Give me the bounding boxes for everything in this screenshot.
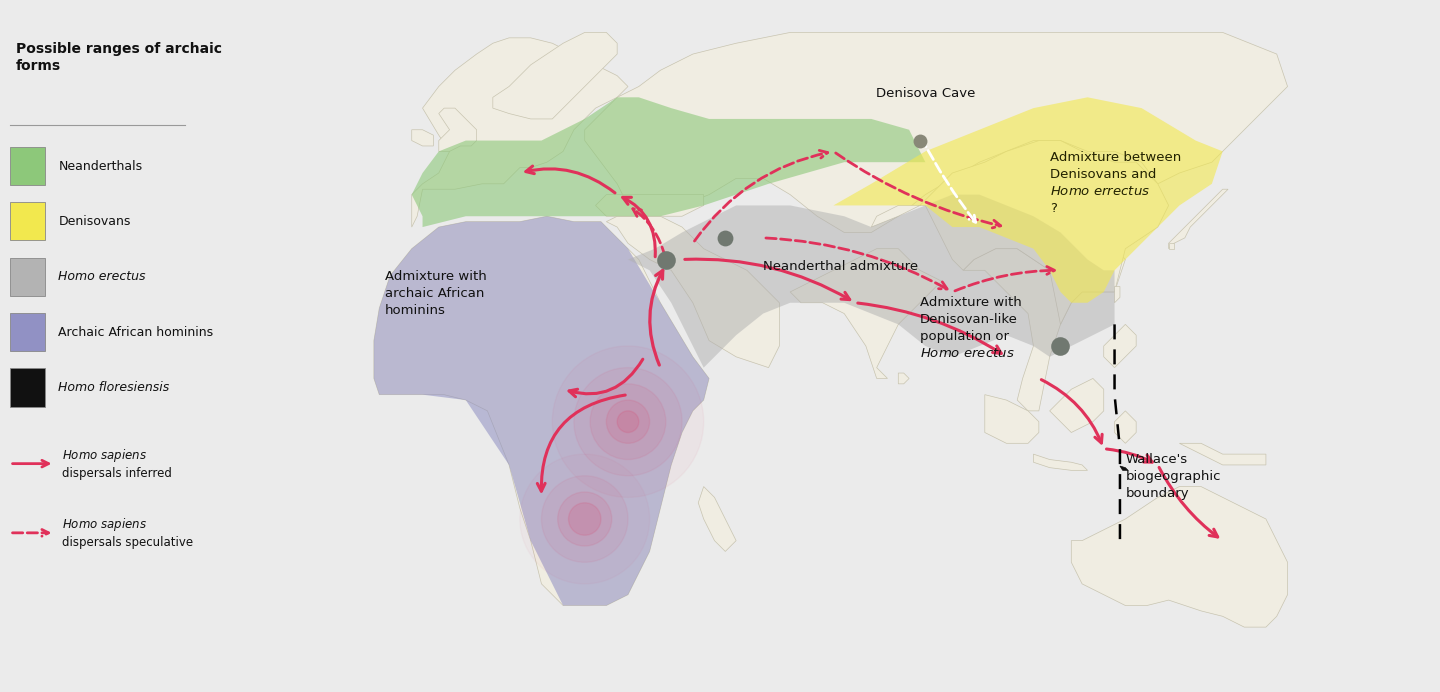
Polygon shape: [374, 216, 708, 606]
Polygon shape: [1071, 486, 1287, 627]
Circle shape: [606, 400, 649, 444]
Text: Denisovans: Denisovans: [58, 215, 131, 228]
Polygon shape: [871, 140, 1169, 325]
Text: $\it{Homo\ sapiens}$
dispersals speculative: $\it{Homo\ sapiens}$ dispersals speculat…: [62, 516, 193, 549]
Polygon shape: [985, 394, 1038, 444]
Point: [1048, 340, 1071, 352]
Circle shape: [575, 367, 683, 476]
Text: Homo floresiensis: Homo floresiensis: [58, 381, 170, 394]
Polygon shape: [1103, 325, 1136, 367]
Point: [909, 135, 932, 146]
Circle shape: [541, 476, 628, 562]
Polygon shape: [585, 33, 1287, 233]
Text: Homo erectus: Homo erectus: [58, 271, 145, 283]
Polygon shape: [1169, 189, 1228, 248]
Text: Denisova Cave: Denisova Cave: [876, 87, 975, 100]
Polygon shape: [596, 194, 704, 216]
Text: Archaic African hominins: Archaic African hominins: [58, 326, 213, 338]
Polygon shape: [628, 194, 1115, 367]
Polygon shape: [412, 98, 926, 227]
Text: Admixture with
Denisovan-like
population or
$\it{Homo\ erectus}$: Admixture with Denisovan-like population…: [920, 295, 1021, 360]
Text: Neanderthal admixture: Neanderthal admixture: [763, 260, 919, 273]
Polygon shape: [834, 98, 1223, 303]
Text: Admixture between
Denisovans and
$\it{Homo\ errectus}$
?: Admixture between Denisovans and $\it{Ho…: [1050, 152, 1181, 215]
Polygon shape: [698, 486, 736, 552]
FancyBboxPatch shape: [10, 368, 45, 407]
Polygon shape: [606, 216, 779, 367]
Polygon shape: [492, 33, 618, 119]
Circle shape: [569, 503, 600, 535]
Polygon shape: [1120, 466, 1128, 471]
Text: Neanderthals: Neanderthals: [58, 160, 143, 172]
Polygon shape: [1115, 411, 1136, 444]
Text: $\it{Homo\ sapiens}$
dispersals inferred: $\it{Homo\ sapiens}$ dispersals inferred: [62, 447, 173, 480]
Polygon shape: [791, 248, 942, 379]
Polygon shape: [412, 130, 433, 146]
FancyBboxPatch shape: [10, 202, 45, 241]
Circle shape: [618, 411, 639, 432]
FancyBboxPatch shape: [10, 258, 45, 296]
Polygon shape: [899, 373, 909, 384]
Polygon shape: [1179, 444, 1266, 465]
Polygon shape: [963, 248, 1125, 411]
Polygon shape: [1034, 454, 1087, 471]
Polygon shape: [1115, 286, 1120, 303]
Text: Possible ranges of archaic
forms: Possible ranges of archaic forms: [16, 42, 222, 73]
Point: [714, 233, 737, 244]
Polygon shape: [412, 38, 628, 227]
FancyBboxPatch shape: [10, 147, 45, 185]
Polygon shape: [1169, 244, 1174, 248]
FancyBboxPatch shape: [10, 313, 45, 352]
Text: Admixture with
archaic African
hominins: Admixture with archaic African hominins: [384, 270, 487, 316]
Circle shape: [590, 384, 665, 459]
Circle shape: [557, 492, 612, 546]
Point: [654, 254, 677, 265]
Polygon shape: [1050, 379, 1103, 432]
Polygon shape: [374, 216, 708, 606]
Text: Wallace's
biogeographic
boundary: Wallace's biogeographic boundary: [1125, 453, 1221, 500]
Polygon shape: [439, 108, 477, 152]
